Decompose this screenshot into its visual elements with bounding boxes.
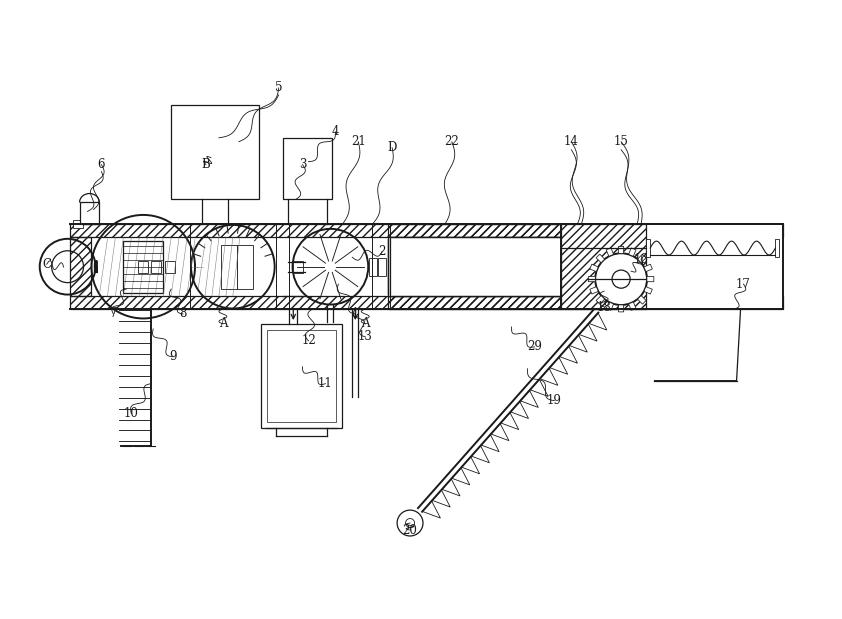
Polygon shape <box>423 501 440 518</box>
Bar <box>388 296 562 309</box>
Polygon shape <box>647 277 654 282</box>
Bar <box>292 261 302 272</box>
Polygon shape <box>452 468 470 485</box>
Text: 18: 18 <box>597 300 611 313</box>
Polygon shape <box>590 287 599 294</box>
Bar <box>70 296 783 309</box>
Polygon shape <box>596 295 605 304</box>
Polygon shape <box>569 335 587 352</box>
Bar <box>267 330 337 423</box>
Polygon shape <box>559 346 578 363</box>
Text: 4: 4 <box>332 125 339 138</box>
Text: 15: 15 <box>614 136 628 149</box>
Bar <box>123 241 163 293</box>
Polygon shape <box>461 457 480 474</box>
Bar <box>152 261 161 272</box>
Text: D: D <box>387 141 397 154</box>
Bar <box>562 224 646 309</box>
Bar <box>138 261 148 272</box>
Circle shape <box>397 510 423 536</box>
Text: C: C <box>42 258 51 271</box>
Bar <box>370 258 377 275</box>
Bar <box>70 224 783 237</box>
Text: 8: 8 <box>179 308 187 321</box>
Bar <box>165 261 175 272</box>
Text: 13: 13 <box>358 331 373 344</box>
Text: 9: 9 <box>169 350 177 363</box>
Bar <box>79 202 99 224</box>
Polygon shape <box>530 379 548 396</box>
Circle shape <box>612 270 630 288</box>
Bar <box>775 239 780 257</box>
Polygon shape <box>644 264 653 272</box>
Circle shape <box>595 253 647 305</box>
Text: 3: 3 <box>299 158 306 171</box>
Text: 16: 16 <box>633 253 648 266</box>
Polygon shape <box>472 446 489 463</box>
Text: A: A <box>361 318 370 331</box>
Polygon shape <box>606 248 614 256</box>
Polygon shape <box>619 246 624 253</box>
Bar <box>388 240 390 294</box>
Text: 10: 10 <box>124 407 139 420</box>
Text: 22: 22 <box>445 136 459 149</box>
Polygon shape <box>432 490 450 507</box>
Bar <box>562 224 783 309</box>
Polygon shape <box>442 479 460 496</box>
Text: 7: 7 <box>109 308 117 321</box>
Text: A: A <box>219 318 227 331</box>
Polygon shape <box>619 305 624 312</box>
Polygon shape <box>637 254 646 262</box>
Bar <box>388 237 562 296</box>
Polygon shape <box>579 324 597 341</box>
Text: 17: 17 <box>736 277 751 290</box>
Bar <box>283 138 333 199</box>
Text: 20: 20 <box>402 524 418 537</box>
Polygon shape <box>629 302 636 310</box>
Text: 19: 19 <box>547 394 562 407</box>
Polygon shape <box>481 435 499 452</box>
Polygon shape <box>590 264 599 272</box>
Polygon shape <box>606 302 614 310</box>
Text: 11: 11 <box>318 377 333 390</box>
Text: 14: 14 <box>564 136 578 149</box>
Text: 6: 6 <box>98 158 105 171</box>
Polygon shape <box>550 357 568 374</box>
Polygon shape <box>520 391 538 407</box>
Bar <box>237 245 253 288</box>
Text: 12: 12 <box>301 334 316 347</box>
Polygon shape <box>596 254 605 262</box>
Bar <box>221 245 237 288</box>
Bar <box>261 324 343 428</box>
Bar <box>171 105 258 199</box>
Polygon shape <box>629 248 636 256</box>
Bar <box>378 258 386 275</box>
Text: B: B <box>201 158 210 171</box>
Polygon shape <box>540 368 558 386</box>
Polygon shape <box>501 412 519 430</box>
Polygon shape <box>637 295 646 304</box>
Polygon shape <box>491 423 509 441</box>
Polygon shape <box>510 402 529 418</box>
Text: 2: 2 <box>379 245 386 258</box>
Polygon shape <box>644 287 653 294</box>
Bar <box>72 220 83 228</box>
Text: 1: 1 <box>352 308 359 321</box>
Bar <box>70 237 92 296</box>
Text: 5: 5 <box>274 82 282 95</box>
Bar <box>646 239 650 257</box>
Text: 29: 29 <box>527 340 542 353</box>
Polygon shape <box>589 277 595 282</box>
Polygon shape <box>589 313 607 330</box>
Text: 21: 21 <box>351 136 365 149</box>
Bar <box>388 224 562 237</box>
Circle shape <box>406 519 414 527</box>
